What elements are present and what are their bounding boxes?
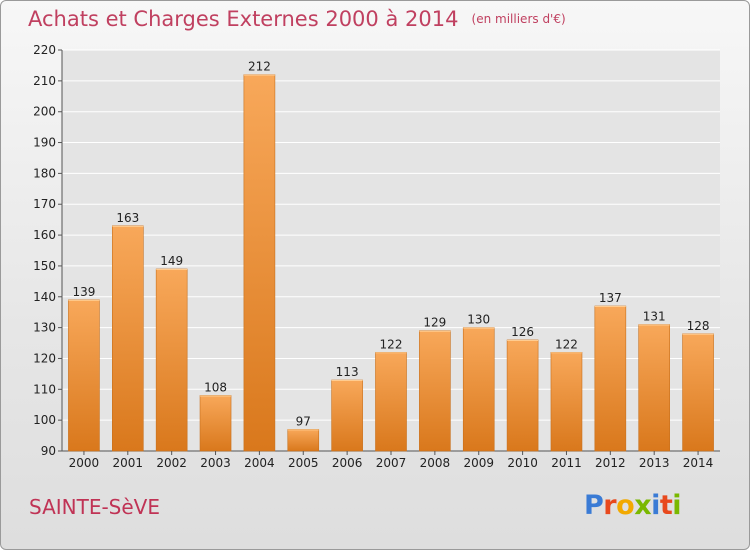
y-tick-label: 210 [33, 74, 56, 88]
logo-letter: P [584, 490, 604, 521]
logo-letter: i [672, 490, 682, 521]
logo-letter: i [651, 490, 660, 521]
data-label: 129 [423, 316, 446, 330]
x-tick-label: 2008 [420, 456, 451, 470]
chart-units: (en milliers d'€) [471, 12, 566, 26]
y-tick-label: 120 [33, 351, 56, 365]
y-tick-label: 140 [33, 290, 56, 304]
bar [462, 327, 495, 452]
title-row: Achats et Charges Externes 2000 à 2014 (… [28, 7, 566, 31]
data-label: 163 [116, 211, 139, 225]
x-tick-label: 2010 [507, 456, 538, 470]
bar [331, 379, 363, 452]
x-tick-label: 2011 [551, 456, 582, 470]
y-tick-label: 90 [41, 444, 56, 458]
y-tick-label: 220 [33, 43, 56, 57]
x-tick-label: 2003 [200, 456, 231, 470]
y-tick-label: 100 [33, 413, 56, 427]
x-tick-label: 2013 [639, 456, 670, 470]
data-label: 149 [160, 254, 183, 268]
x-tick-label: 2012 [595, 456, 626, 470]
data-label: 131 [643, 310, 666, 324]
data-label: 137 [599, 291, 622, 305]
bar [594, 305, 627, 452]
y-tick-label: 130 [33, 321, 56, 335]
data-label: 97 [296, 414, 311, 428]
data-label: 113 [336, 365, 359, 379]
y-tick-label: 170 [33, 197, 56, 211]
data-label: 139 [72, 285, 95, 299]
bar [199, 395, 232, 452]
city-name: SAINTE-SèVE [29, 495, 160, 519]
y-tick-label: 110 [33, 382, 56, 396]
bar [682, 333, 714, 452]
x-tick-label: 2007 [376, 456, 407, 470]
bar [638, 324, 671, 452]
x-tick-label: 2014 [683, 456, 714, 470]
bar [287, 429, 320, 452]
y-tick-label: 200 [33, 105, 56, 119]
bar [243, 74, 276, 452]
x-tick-label: 2000 [69, 456, 100, 470]
logo-letter: t [659, 490, 673, 521]
y-tick-label: 160 [33, 228, 56, 242]
bar [506, 339, 539, 452]
logo-letter: r [603, 490, 617, 521]
bar [112, 225, 144, 452]
bar [68, 299, 100, 452]
y-tick-label: 150 [33, 259, 56, 273]
x-tick-label: 2004 [244, 456, 275, 470]
x-tick-label: 2001 [113, 456, 144, 470]
data-label: 128 [687, 319, 710, 333]
x-tick-label: 2005 [288, 456, 319, 470]
chart-title: Achats et Charges Externes 2000 à 2014 [28, 7, 459, 31]
bar [375, 351, 407, 452]
x-tick-label: 2009 [463, 456, 494, 470]
data-label: 108 [204, 380, 227, 394]
proxiti-logo: Proxiti [584, 490, 682, 521]
data-label: 212 [248, 60, 271, 74]
data-label: 122 [380, 337, 403, 351]
bar [155, 268, 188, 452]
data-label: 122 [555, 337, 578, 351]
logo-letter: o [616, 490, 635, 521]
logo-letter: x [634, 490, 652, 521]
x-tick-label: 2002 [156, 456, 187, 470]
bar [419, 330, 451, 452]
data-label: 130 [467, 313, 490, 327]
y-tick-label: 190 [33, 136, 56, 150]
y-tick-label: 180 [33, 166, 56, 180]
x-tick-label: 2006 [332, 456, 363, 470]
bar [550, 351, 583, 452]
data-label: 126 [511, 325, 534, 339]
